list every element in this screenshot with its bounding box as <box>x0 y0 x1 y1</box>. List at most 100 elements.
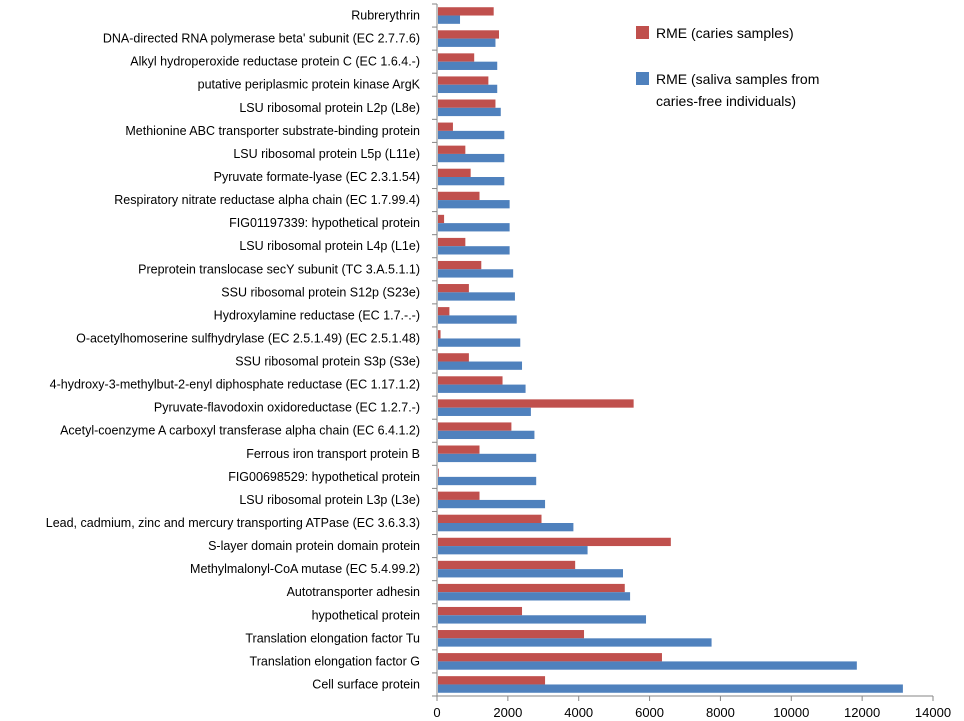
bar-saliva-17 <box>438 407 531 416</box>
bar-caries-1 <box>438 30 499 39</box>
category-label-19: Ferrous iron transport protein B <box>246 447 420 461</box>
bar-saliva-6 <box>438 153 505 163</box>
legend: RME (caries samples) RME (saliva samples… <box>636 25 819 109</box>
bars-layer <box>438 7 903 693</box>
bar-caries-10 <box>438 237 466 247</box>
bar-caries-24 <box>438 560 576 570</box>
bar-saliva-19 <box>438 453 537 463</box>
category-label-26: hypothetical protein <box>312 608 420 622</box>
x-tick-label-2: 4000 <box>564 705 593 720</box>
bar-saliva-15 <box>438 361 523 370</box>
bar-caries-2 <box>438 53 475 62</box>
bar-caries-0 <box>438 7 494 16</box>
x-tick-label-1: 2000 <box>493 705 522 720</box>
bar-saliva-14 <box>438 338 521 347</box>
bar-saliva-24 <box>438 569 623 578</box>
category-label-2: Alkyl hydroperoxide reductase protein C … <box>130 55 420 69</box>
category-label-7: Pyruvate formate-lyase (EC 2.3.1.54) <box>214 170 420 184</box>
bar-saliva-13 <box>438 315 517 324</box>
bar-saliva-1 <box>438 38 496 47</box>
category-label-9: FIG01197339: hypothetical protein <box>229 216 420 230</box>
bar-caries-7 <box>438 168 471 177</box>
category-label-4: LSU ribosomal protein L2p (L8e) <box>239 101 420 115</box>
bar-saliva-9 <box>438 223 510 232</box>
category-label-6: LSU ribosomal protein L5p (L11e) <box>233 147 420 161</box>
bar-saliva-10 <box>438 246 510 255</box>
legend-label-caries: RME (caries samples) <box>656 25 794 41</box>
category-label-23: S-layer domain protein domain protein <box>208 539 420 553</box>
bar-caries-6 <box>438 145 466 154</box>
category-label-15: SSU ribosomal protein S3p (S3e) <box>235 355 420 369</box>
category-label-27: Translation elongation factor Tu <box>245 631 420 645</box>
bar-saliva-22 <box>438 523 574 532</box>
bar-caries-20 <box>438 468 439 477</box>
legend-label-saliva-line1: RME (saliva samples from <box>656 71 819 87</box>
category-label-13: Hydroxylamine reductase (EC 1.7.-.-) <box>214 308 420 322</box>
bar-saliva-2 <box>438 61 498 70</box>
x-tick-label-3: 6000 <box>635 705 664 720</box>
bar-saliva-0 <box>438 15 461 24</box>
bar-saliva-11 <box>438 269 514 278</box>
category-label-17: Pyruvate-flavodoxin oxidoreductase (EC 1… <box>154 401 420 415</box>
x-tick-label-6: 12000 <box>844 705 880 720</box>
bar-caries-18 <box>438 422 512 431</box>
legend-label-saliva-line2: caries-free individuals) <box>656 93 796 109</box>
bar-caries-8 <box>438 191 480 201</box>
bar-saliva-21 <box>438 499 546 509</box>
bar-saliva-27 <box>438 638 712 647</box>
bar-saliva-28 <box>438 661 857 670</box>
category-label-20: FIG00698529: hypothetical protein <box>228 470 420 484</box>
bar-saliva-25 <box>438 592 631 601</box>
category-label-5: Methionine ABC transporter substrate-bin… <box>125 124 420 138</box>
category-label-22: Lead, cadmium, zinc and mercury transpor… <box>46 516 420 530</box>
bar-saliva-18 <box>438 430 535 440</box>
bar-caries-15 <box>438 353 469 362</box>
category-label-0: Rubrerythrin <box>351 9 420 23</box>
bar-caries-11 <box>438 260 482 270</box>
category-label-28: Translation elongation factor G <box>250 654 420 668</box>
category-label-1: DNA-directed RNA polymerase beta' subuni… <box>103 32 420 46</box>
category-label-8: Respiratory nitrate reductase alpha chai… <box>114 193 420 207</box>
x-tick-label-5: 10000 <box>773 705 809 720</box>
bar-saliva-8 <box>438 200 510 209</box>
bar-saliva-3 <box>438 84 498 94</box>
bar-saliva-26 <box>438 615 647 624</box>
bar-caries-21 <box>438 491 480 500</box>
bar-saliva-5 <box>438 130 505 140</box>
x-tick-label-0: 0 <box>433 705 440 720</box>
bar-caries-29 <box>438 676 546 685</box>
x-tick-label-4: 8000 <box>706 705 735 720</box>
category-label-29: Cell surface protein <box>312 677 420 691</box>
category-label-12: SSU ribosomal protein S12p (S23e) <box>221 285 420 299</box>
category-label-16: 4-hydroxy-3-methylbut-2-enyl diphosphate… <box>50 378 420 392</box>
bar-caries-23 <box>438 537 671 547</box>
bar-saliva-23 <box>438 546 588 555</box>
bar-saliva-12 <box>438 292 515 301</box>
bar-caries-3 <box>438 76 489 85</box>
bar-saliva-4 <box>438 107 501 117</box>
x-tick-label-7: 14000 <box>915 705 951 720</box>
bar-saliva-7 <box>438 177 505 186</box>
bar-caries-4 <box>438 99 496 108</box>
bar-saliva-16 <box>438 384 526 393</box>
bar-saliva-29 <box>438 684 903 693</box>
bar-caries-16 <box>438 376 503 385</box>
category-label-24: Methylmalonyl-CoA mutase (EC 5.4.99.2) <box>190 562 420 576</box>
bar-caries-28 <box>438 653 662 662</box>
tick-labels-layer: 0 2000 4000 6000 8000 10000 12000 14000 <box>433 705 951 720</box>
bar-caries-17 <box>438 399 634 408</box>
category-label-25: Autotransporter adhesin <box>287 585 420 599</box>
category-label-11: Preprotein translocase secY subunit (TC … <box>138 262 420 276</box>
category-label-14: O-acetylhomoserine sulfhydrylase (EC 2.5… <box>76 331 420 345</box>
bar-caries-5 <box>438 122 453 131</box>
category-label-3: putative periplasmic protein kinase ArgK <box>198 78 421 92</box>
axes-layer <box>432 3 934 701</box>
bar-saliva-20 <box>438 476 537 486</box>
category-labels-layer: Rubrerythrin DNA-directed RNA polymerase … <box>46 9 421 692</box>
bar-caries-26 <box>438 606 523 616</box>
legend-swatch-caries <box>636 26 649 39</box>
bar-caries-27 <box>438 630 585 639</box>
bar-caries-9 <box>438 214 445 224</box>
